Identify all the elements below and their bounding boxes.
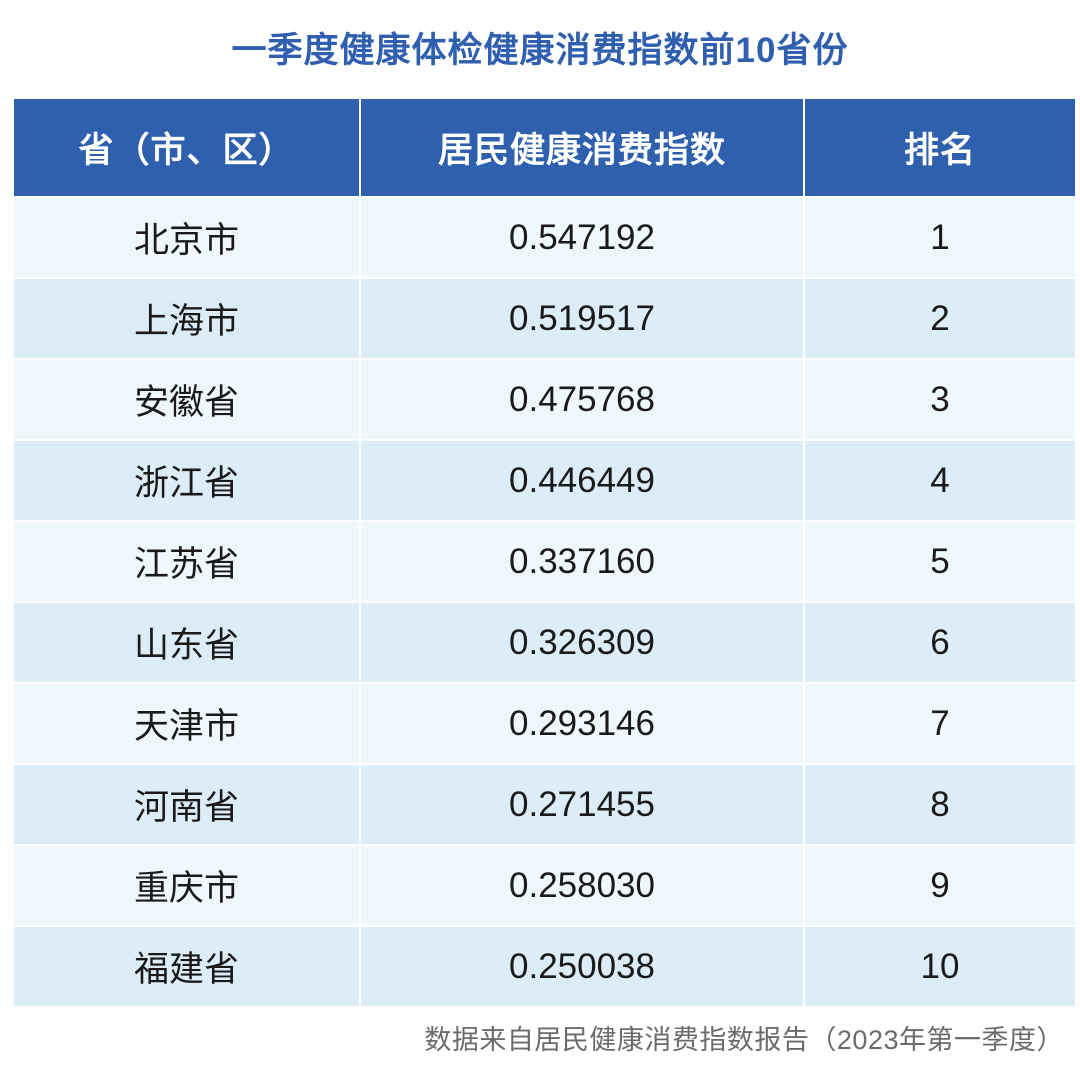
province-cell: 重庆市 (14, 844, 361, 926)
index-cell: 0.326309 (360, 601, 805, 683)
index-cell: 0.258030 (360, 844, 805, 926)
column-header-province: 省（市、区） (14, 99, 361, 197)
chart-title: 一季度健康体检健康消费指数前10省份 (231, 31, 849, 70)
table-row: 安徽省 0.475768 3 (14, 358, 1075, 440)
table-row: 北京市 0.547192 1 (14, 196, 1075, 278)
province-cell: 福建省 (14, 925, 361, 1006)
index-cell: 0.337160 (360, 520, 805, 602)
rank-cell: 2 (804, 277, 1075, 359)
index-cell: 0.446449 (360, 439, 805, 521)
province-cell: 浙江省 (14, 439, 361, 521)
table-row: 重庆市 0.258030 9 (14, 844, 1075, 926)
rank-cell: 7 (804, 682, 1075, 764)
table-row: 浙江省 0.446449 4 (14, 439, 1075, 521)
province-cell: 河南省 (14, 763, 361, 845)
index-cell: 0.547192 (360, 196, 805, 278)
index-cell: 0.271455 (360, 763, 805, 845)
rank-cell: 5 (804, 520, 1075, 602)
rank-cell: 9 (804, 844, 1075, 926)
table-header-row: 省（市、区） 居民健康消费指数 排名 (14, 99, 1075, 197)
index-cell: 0.519517 (360, 277, 805, 359)
column-header-index: 居民健康消费指数 (360, 99, 805, 197)
column-header-rank: 排名 (804, 99, 1075, 197)
table-row: 天津市 0.293146 7 (14, 682, 1075, 764)
index-cell: 0.293146 (360, 682, 805, 764)
source-note: 数据来自居民健康消费指数报告（2023年第一季度） (424, 1025, 1064, 1055)
province-cell: 山东省 (14, 601, 361, 683)
rank-cell: 1 (804, 196, 1075, 278)
province-cell: 江苏省 (14, 520, 361, 602)
rank-cell: 6 (804, 601, 1075, 683)
table-row: 福建省 0.250038 10 (14, 925, 1075, 1006)
province-cell: 天津市 (14, 682, 361, 764)
province-cell: 北京市 (14, 196, 361, 278)
rank-cell: 4 (804, 439, 1075, 521)
index-cell: 0.250038 (360, 925, 805, 1006)
rank-cell: 8 (804, 763, 1075, 845)
province-cell: 上海市 (14, 277, 361, 359)
rank-cell: 10 (804, 925, 1075, 1006)
table-row: 山东省 0.326309 6 (14, 601, 1075, 683)
index-cell: 0.475768 (360, 358, 805, 440)
table-row: 江苏省 0.337160 5 (14, 520, 1075, 602)
province-cell: 安徽省 (14, 358, 361, 440)
rank-cell: 3 (804, 358, 1075, 440)
table-row: 上海市 0.519517 2 (14, 277, 1075, 359)
table-row: 河南省 0.271455 8 (14, 763, 1075, 845)
ranking-table: 省（市、区） 居民健康消费指数 排名 北京市 0.547192 1 上海市 0.… (14, 99, 1075, 1006)
